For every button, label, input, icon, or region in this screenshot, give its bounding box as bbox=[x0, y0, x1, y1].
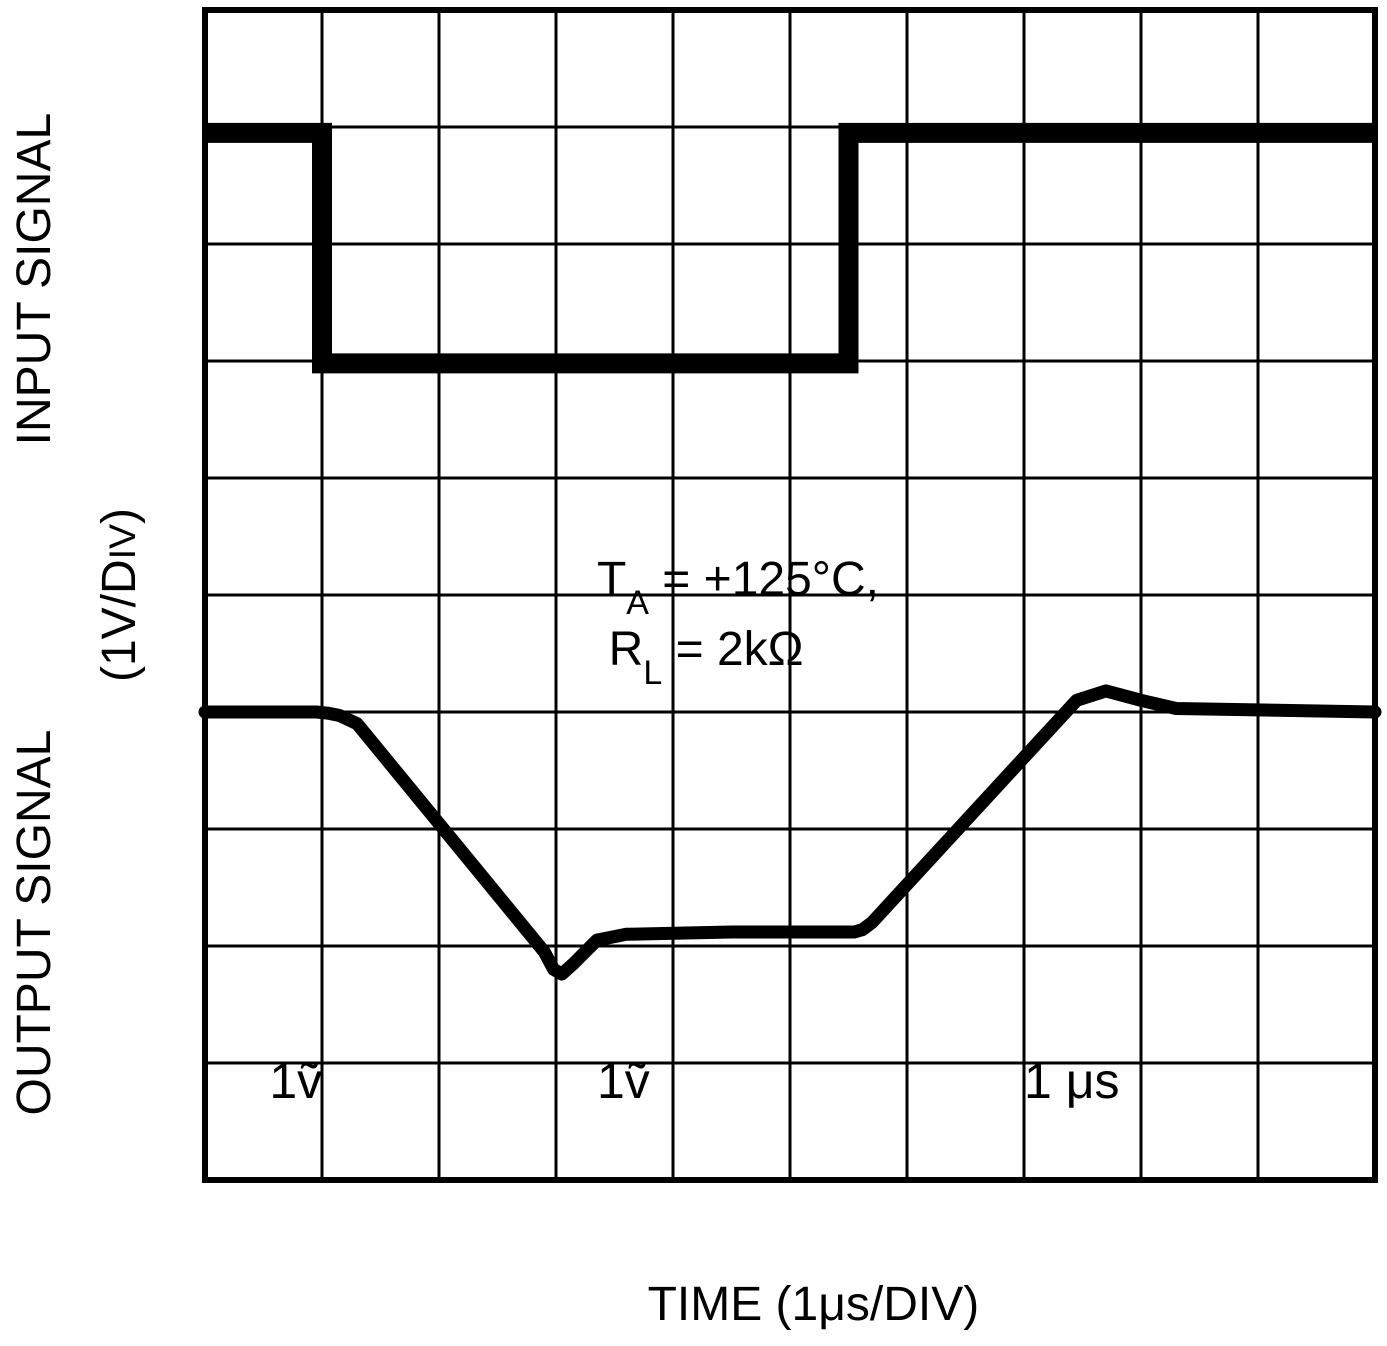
y-axis-unit: (1V/DIV) bbox=[93, 508, 146, 682]
tick-label: 1ṽ bbox=[269, 1053, 322, 1109]
y-axis-title-output: OUTPUT SIGNAL bbox=[8, 730, 61, 1116]
tick-label: 1 μs bbox=[1024, 1053, 1120, 1109]
y-axis-title-input: INPUT SIGNAL bbox=[8, 113, 61, 446]
x-axis-title: TIME (1μs/DIV) bbox=[648, 1278, 980, 1331]
oscilloscope-figure: 1ṽ1ṽ1 μsTA = +125°C,RL = 2kΩTIME (1μs/DI… bbox=[0, 0, 1387, 1346]
oscilloscope-svg: 1ṽ1ṽ1 μsTA = +125°C,RL = 2kΩTIME (1μs/DI… bbox=[0, 0, 1387, 1346]
tick-label: 1ṽ bbox=[597, 1053, 650, 1109]
